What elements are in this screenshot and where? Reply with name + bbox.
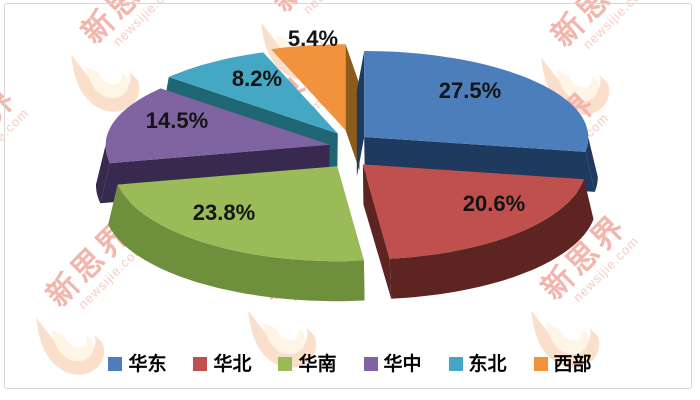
- legend-swatch-central-china: [363, 357, 378, 371]
- pie-slice-north-china: [362, 164, 585, 259]
- pie-slice-west: [271, 44, 346, 131]
- pie-slice-east-china: [364, 51, 589, 152]
- legend-swatch-south-china: [278, 357, 293, 371]
- pie-slice-rim-north-china: [389, 179, 594, 299]
- legend-label-west: 西部: [553, 353, 592, 375]
- legend-swatch-east-china: [108, 357, 123, 371]
- pie-slice-rim-east-china: [585, 137, 598, 192]
- pie-slice-rim-central-china: [95, 144, 110, 204]
- legend-item-northeast: 东北: [448, 353, 507, 375]
- pie-slice-rim-south-china: [108, 184, 365, 302]
- legend-label-east-china: 华东: [128, 353, 167, 375]
- legend-swatch-north-china: [193, 357, 208, 371]
- data-label-south-china: 23.8%: [192, 200, 256, 225]
- legend-item-south-china: 华南: [278, 353, 337, 375]
- legend-item-east-china: 华东: [108, 355, 166, 374]
- pie-slice-northeast: [168, 52, 338, 134]
- pie-slice-cut-north-china: [362, 164, 392, 299]
- pie-slice-cut-west: [345, 44, 360, 171]
- legend-item-central-china: 华中: [363, 353, 422, 375]
- data-label-northeast: 8.2%: [231, 66, 283, 91]
- data-label-north-china: 20.6%: [462, 191, 526, 216]
- pie-slice-cut-east-china: [356, 51, 365, 177]
- pie-slice-central-china: [105, 88, 330, 164]
- legend-swatch-west: [533, 357, 548, 371]
- legend-item-west: 西部: [533, 353, 592, 375]
- legend-label-northeast: 东北: [468, 353, 507, 375]
- legend-label-south-china: 华南: [298, 353, 337, 375]
- legend-label-central-china: 华中: [383, 353, 422, 375]
- legend: 华东 华北 华南 华中 东北 西部: [0, 352, 700, 376]
- pie-slice-south-china: [117, 166, 364, 262]
- data-label-central-china: 14.5%: [145, 108, 209, 133]
- legend-swatch-northeast: [448, 357, 463, 371]
- data-label-east-china: 27.5%: [438, 78, 502, 103]
- data-label-west: 5.4%: [287, 26, 339, 51]
- legend-label-north-china: 华北: [213, 353, 252, 375]
- legend-item-north-china: 华北: [193, 355, 251, 374]
